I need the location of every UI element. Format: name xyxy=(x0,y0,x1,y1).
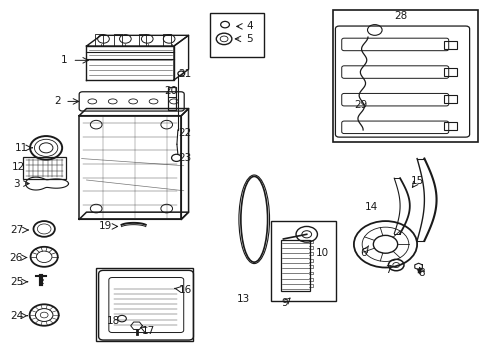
Text: 10: 10 xyxy=(315,248,328,258)
Text: 9: 9 xyxy=(281,298,287,308)
Text: 2: 2 xyxy=(54,96,61,107)
Bar xyxy=(271,221,335,301)
Bar xyxy=(281,240,309,292)
Text: 26: 26 xyxy=(9,252,22,262)
Text: 8: 8 xyxy=(418,268,425,278)
Text: 18: 18 xyxy=(106,316,120,326)
Text: 22: 22 xyxy=(178,128,191,138)
Text: 19: 19 xyxy=(99,221,112,231)
Text: 4: 4 xyxy=(245,21,252,31)
Text: 28: 28 xyxy=(394,12,407,21)
Text: 25: 25 xyxy=(10,277,23,287)
Text: 11: 11 xyxy=(15,143,28,153)
Text: 6: 6 xyxy=(360,248,366,258)
Text: 3: 3 xyxy=(13,179,19,189)
Text: 21: 21 xyxy=(178,68,191,78)
Bar xyxy=(210,13,264,57)
Text: 23: 23 xyxy=(178,153,191,163)
Text: 1: 1 xyxy=(61,55,68,65)
Bar xyxy=(332,10,477,143)
Text: 7: 7 xyxy=(384,265,390,275)
Bar xyxy=(443,122,457,130)
Text: 27: 27 xyxy=(10,225,23,235)
Bar xyxy=(96,267,193,342)
Text: 14: 14 xyxy=(365,202,378,212)
Text: 12: 12 xyxy=(12,162,25,172)
Bar xyxy=(443,95,457,103)
Text: 13: 13 xyxy=(236,294,249,303)
Text: 29: 29 xyxy=(354,100,367,110)
Text: 17: 17 xyxy=(142,326,155,336)
Text: 24: 24 xyxy=(10,311,23,321)
Text: 15: 15 xyxy=(409,176,423,186)
Bar xyxy=(443,41,457,49)
Text: 5: 5 xyxy=(245,34,252,44)
Bar xyxy=(167,87,176,111)
Text: 20: 20 xyxy=(163,86,177,96)
Bar xyxy=(443,68,457,76)
Text: 16: 16 xyxy=(178,285,191,295)
